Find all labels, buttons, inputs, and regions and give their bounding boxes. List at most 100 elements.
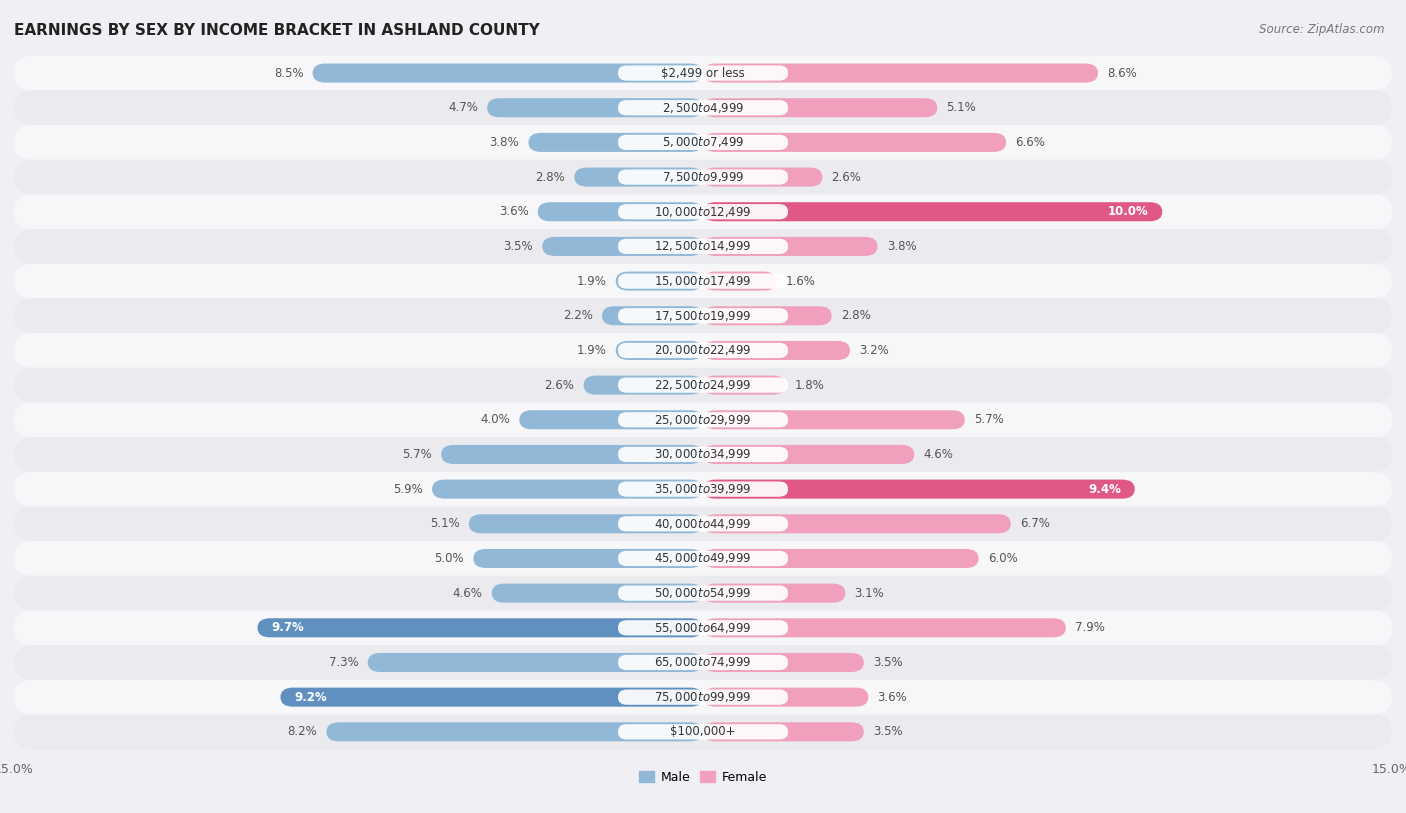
FancyBboxPatch shape <box>619 585 787 601</box>
Text: 8.2%: 8.2% <box>287 725 318 738</box>
Text: $22,500 to $24,999: $22,500 to $24,999 <box>654 378 752 392</box>
Text: $30,000 to $34,999: $30,000 to $34,999 <box>654 447 752 462</box>
FancyBboxPatch shape <box>14 472 1392 506</box>
FancyBboxPatch shape <box>14 541 1392 576</box>
Text: $12,500 to $14,999: $12,500 to $14,999 <box>654 239 752 254</box>
FancyBboxPatch shape <box>14 229 1392 263</box>
FancyBboxPatch shape <box>619 169 787 185</box>
FancyBboxPatch shape <box>583 376 703 394</box>
Text: 8.6%: 8.6% <box>1107 67 1137 80</box>
Text: 4.0%: 4.0% <box>481 413 510 426</box>
Text: 3.8%: 3.8% <box>489 136 519 149</box>
FancyBboxPatch shape <box>619 654 787 670</box>
FancyBboxPatch shape <box>537 202 703 221</box>
FancyBboxPatch shape <box>602 307 703 325</box>
Text: 4.7%: 4.7% <box>449 102 478 114</box>
Text: $50,000 to $54,999: $50,000 to $54,999 <box>654 586 752 600</box>
FancyBboxPatch shape <box>703 653 863 672</box>
FancyBboxPatch shape <box>14 367 1392 402</box>
FancyBboxPatch shape <box>619 620 787 636</box>
FancyBboxPatch shape <box>619 308 787 324</box>
FancyBboxPatch shape <box>468 515 703 533</box>
FancyBboxPatch shape <box>619 377 787 393</box>
FancyBboxPatch shape <box>326 722 703 741</box>
FancyBboxPatch shape <box>703 411 965 429</box>
FancyBboxPatch shape <box>616 341 703 360</box>
Text: 5.1%: 5.1% <box>946 102 976 114</box>
FancyBboxPatch shape <box>703 618 1066 637</box>
Text: 4.6%: 4.6% <box>924 448 953 461</box>
FancyBboxPatch shape <box>619 273 787 289</box>
Text: $17,500 to $19,999: $17,500 to $19,999 <box>654 309 752 323</box>
Text: 9.2%: 9.2% <box>294 691 328 703</box>
Text: EARNINGS BY SEX BY INCOME BRACKET IN ASHLAND COUNTY: EARNINGS BY SEX BY INCOME BRACKET IN ASH… <box>14 23 540 38</box>
FancyBboxPatch shape <box>14 159 1392 194</box>
FancyBboxPatch shape <box>703 584 845 602</box>
Text: 6.6%: 6.6% <box>1015 136 1045 149</box>
FancyBboxPatch shape <box>619 551 787 566</box>
FancyBboxPatch shape <box>14 576 1392 611</box>
Text: 3.8%: 3.8% <box>887 240 917 253</box>
Text: 8.5%: 8.5% <box>274 67 304 80</box>
Text: 6.7%: 6.7% <box>1019 517 1050 530</box>
FancyBboxPatch shape <box>441 445 703 464</box>
Text: 2.8%: 2.8% <box>536 171 565 184</box>
FancyBboxPatch shape <box>619 516 787 532</box>
FancyBboxPatch shape <box>14 680 1392 715</box>
FancyBboxPatch shape <box>492 584 703 602</box>
FancyBboxPatch shape <box>14 90 1392 125</box>
Text: 1.9%: 1.9% <box>576 344 606 357</box>
FancyBboxPatch shape <box>619 343 787 358</box>
FancyBboxPatch shape <box>14 194 1392 229</box>
Text: $75,000 to $99,999: $75,000 to $99,999 <box>654 690 752 704</box>
FancyBboxPatch shape <box>703 272 776 290</box>
Text: Source: ZipAtlas.com: Source: ZipAtlas.com <box>1260 23 1385 36</box>
FancyBboxPatch shape <box>703 237 877 256</box>
FancyBboxPatch shape <box>486 98 703 117</box>
Text: $45,000 to $49,999: $45,000 to $49,999 <box>654 551 752 566</box>
Text: 2.6%: 2.6% <box>544 379 575 392</box>
Legend: Male, Female: Male, Female <box>634 766 772 789</box>
FancyBboxPatch shape <box>619 135 787 150</box>
Text: 4.6%: 4.6% <box>453 587 482 600</box>
Text: 1.9%: 1.9% <box>576 275 606 288</box>
FancyBboxPatch shape <box>280 688 703 706</box>
FancyBboxPatch shape <box>703 722 863 741</box>
FancyBboxPatch shape <box>14 56 1392 90</box>
FancyBboxPatch shape <box>619 100 787 115</box>
Text: 5.7%: 5.7% <box>974 413 1004 426</box>
Text: 6.0%: 6.0% <box>988 552 1018 565</box>
Text: 2.2%: 2.2% <box>562 309 593 322</box>
Text: 9.4%: 9.4% <box>1088 483 1121 496</box>
FancyBboxPatch shape <box>703 341 851 360</box>
Text: $35,000 to $39,999: $35,000 to $39,999 <box>654 482 752 496</box>
FancyBboxPatch shape <box>619 239 787 254</box>
FancyBboxPatch shape <box>619 65 787 80</box>
FancyBboxPatch shape <box>14 437 1392 472</box>
FancyBboxPatch shape <box>703 98 938 117</box>
Text: $2,500 to $4,999: $2,500 to $4,999 <box>662 101 744 115</box>
Text: 10.0%: 10.0% <box>1108 205 1149 218</box>
FancyBboxPatch shape <box>368 653 703 672</box>
Text: 5.0%: 5.0% <box>434 552 464 565</box>
FancyBboxPatch shape <box>474 549 703 568</box>
FancyBboxPatch shape <box>543 237 703 256</box>
FancyBboxPatch shape <box>519 411 703 429</box>
FancyBboxPatch shape <box>257 618 703 637</box>
Text: 9.7%: 9.7% <box>271 621 304 634</box>
FancyBboxPatch shape <box>14 402 1392 437</box>
Text: $65,000 to $74,999: $65,000 to $74,999 <box>654 655 752 669</box>
Text: 5.9%: 5.9% <box>394 483 423 496</box>
FancyBboxPatch shape <box>703 549 979 568</box>
FancyBboxPatch shape <box>14 646 1392 680</box>
Text: $15,000 to $17,499: $15,000 to $17,499 <box>654 274 752 288</box>
FancyBboxPatch shape <box>529 133 703 152</box>
Text: 3.6%: 3.6% <box>499 205 529 218</box>
Text: 3.1%: 3.1% <box>855 587 884 600</box>
Text: $55,000 to $64,999: $55,000 to $64,999 <box>654 621 752 635</box>
FancyBboxPatch shape <box>619 412 787 428</box>
Text: 3.6%: 3.6% <box>877 691 907 703</box>
Text: $2,499 or less: $2,499 or less <box>661 67 745 80</box>
FancyBboxPatch shape <box>14 611 1392 646</box>
Text: 3.5%: 3.5% <box>873 656 903 669</box>
